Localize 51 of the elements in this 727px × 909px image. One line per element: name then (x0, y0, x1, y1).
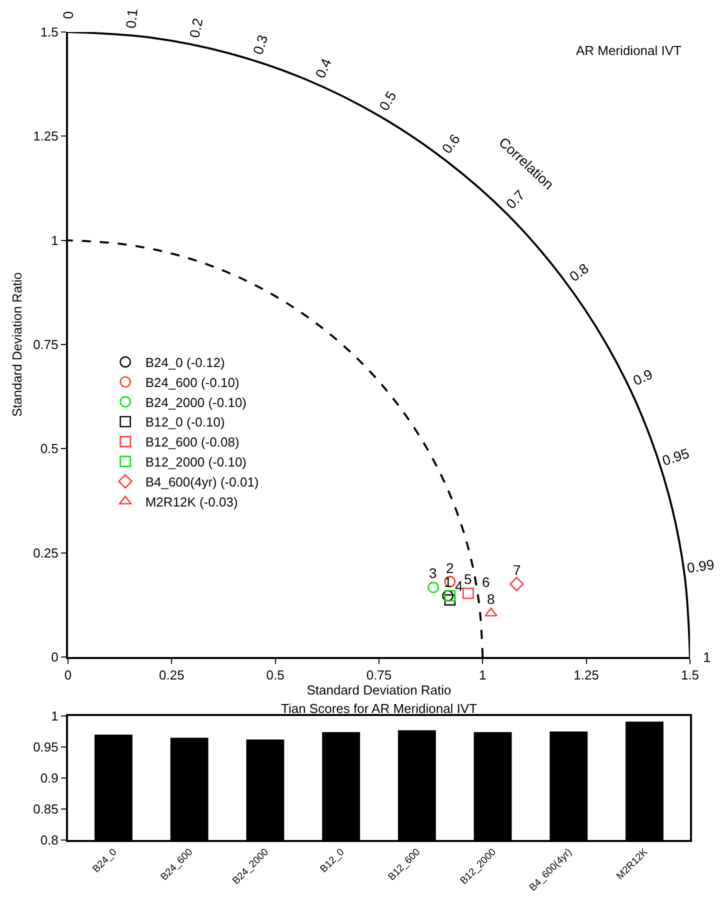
annotation: 0.95 (660, 444, 692, 469)
y-tick-label: 0.75 (33, 337, 58, 352)
x-tick-label: 1.5 (680, 668, 700, 683)
x-tick-label: 0 (64, 668, 72, 683)
annotation: 7 (513, 562, 521, 578)
legend-label: B12_2000 (-0.10) (145, 454, 247, 470)
legend-label: B12_600 (-0.08) (145, 434, 240, 450)
annotation: 5 (464, 571, 472, 587)
annotation: 8 (487, 591, 495, 607)
legend-label: B4_600(4yr) (-0.01) (145, 474, 259, 490)
annotation: 0.1 (122, 8, 140, 30)
annotation: 4 (455, 578, 463, 594)
x-tick-label: 1.25 (574, 668, 599, 683)
annotation: 0.3 (250, 32, 271, 56)
y-tick-label: 0.8 (40, 832, 58, 848)
chart-title: Tian Scores for AR Meridional IVT (281, 701, 478, 716)
x-tick-label: 1 (479, 668, 486, 683)
annotation: 0.2 (186, 16, 206, 40)
text: AR Meridional IVT (576, 43, 682, 58)
legend-label: B24_0 (-0.12) (145, 355, 225, 370)
x-tick-label: 0.25 (159, 668, 184, 683)
y-tick-label: 1 (51, 708, 58, 724)
y-tick-label: 0 (51, 650, 58, 665)
annotation: 0.6 (438, 130, 464, 156)
x-axis-title: Standard Deviation Ratio (306, 682, 452, 698)
annotation: 1 (703, 649, 711, 665)
annotation: 0.99 (686, 556, 716, 576)
y-tick-label: 0.9 (40, 770, 58, 786)
annotation: 6 (482, 574, 490, 590)
y-tick-label: 1.25 (33, 128, 58, 144)
legend-label: B12_0 (-0.10) (145, 414, 225, 430)
annotation: 0.7 (502, 186, 528, 212)
y-tick-label: 1.5 (40, 24, 58, 40)
y-tick-label: 0.25 (33, 545, 58, 560)
annotation: 0.5 (376, 88, 400, 114)
legend-label: B24_2000 (-0.10) (145, 394, 247, 410)
annotation: 2 (446, 560, 454, 576)
legend-label: B24_600 (-0.10) (145, 374, 240, 390)
y-tick-label: 0.85 (33, 802, 58, 817)
x-tick-label: 0.5 (266, 668, 284, 683)
annotation: 0.9 (630, 366, 656, 389)
y-tick-label: 0.5 (40, 441, 58, 456)
legend-label: M2R12K (-0.03) (145, 494, 238, 510)
y-tick-label: 1 (51, 232, 58, 248)
annotation: 3 (429, 565, 437, 581)
y-tick-label: 0.95 (33, 740, 58, 755)
x-tick-label: 0.75 (366, 668, 392, 683)
annotation: 0.8 (566, 260, 592, 284)
y-axis-title: Standard Deviation Ratio (10, 272, 25, 417)
annotation: 0.4 (312, 56, 335, 80)
annotation: 0 (60, 11, 76, 19)
